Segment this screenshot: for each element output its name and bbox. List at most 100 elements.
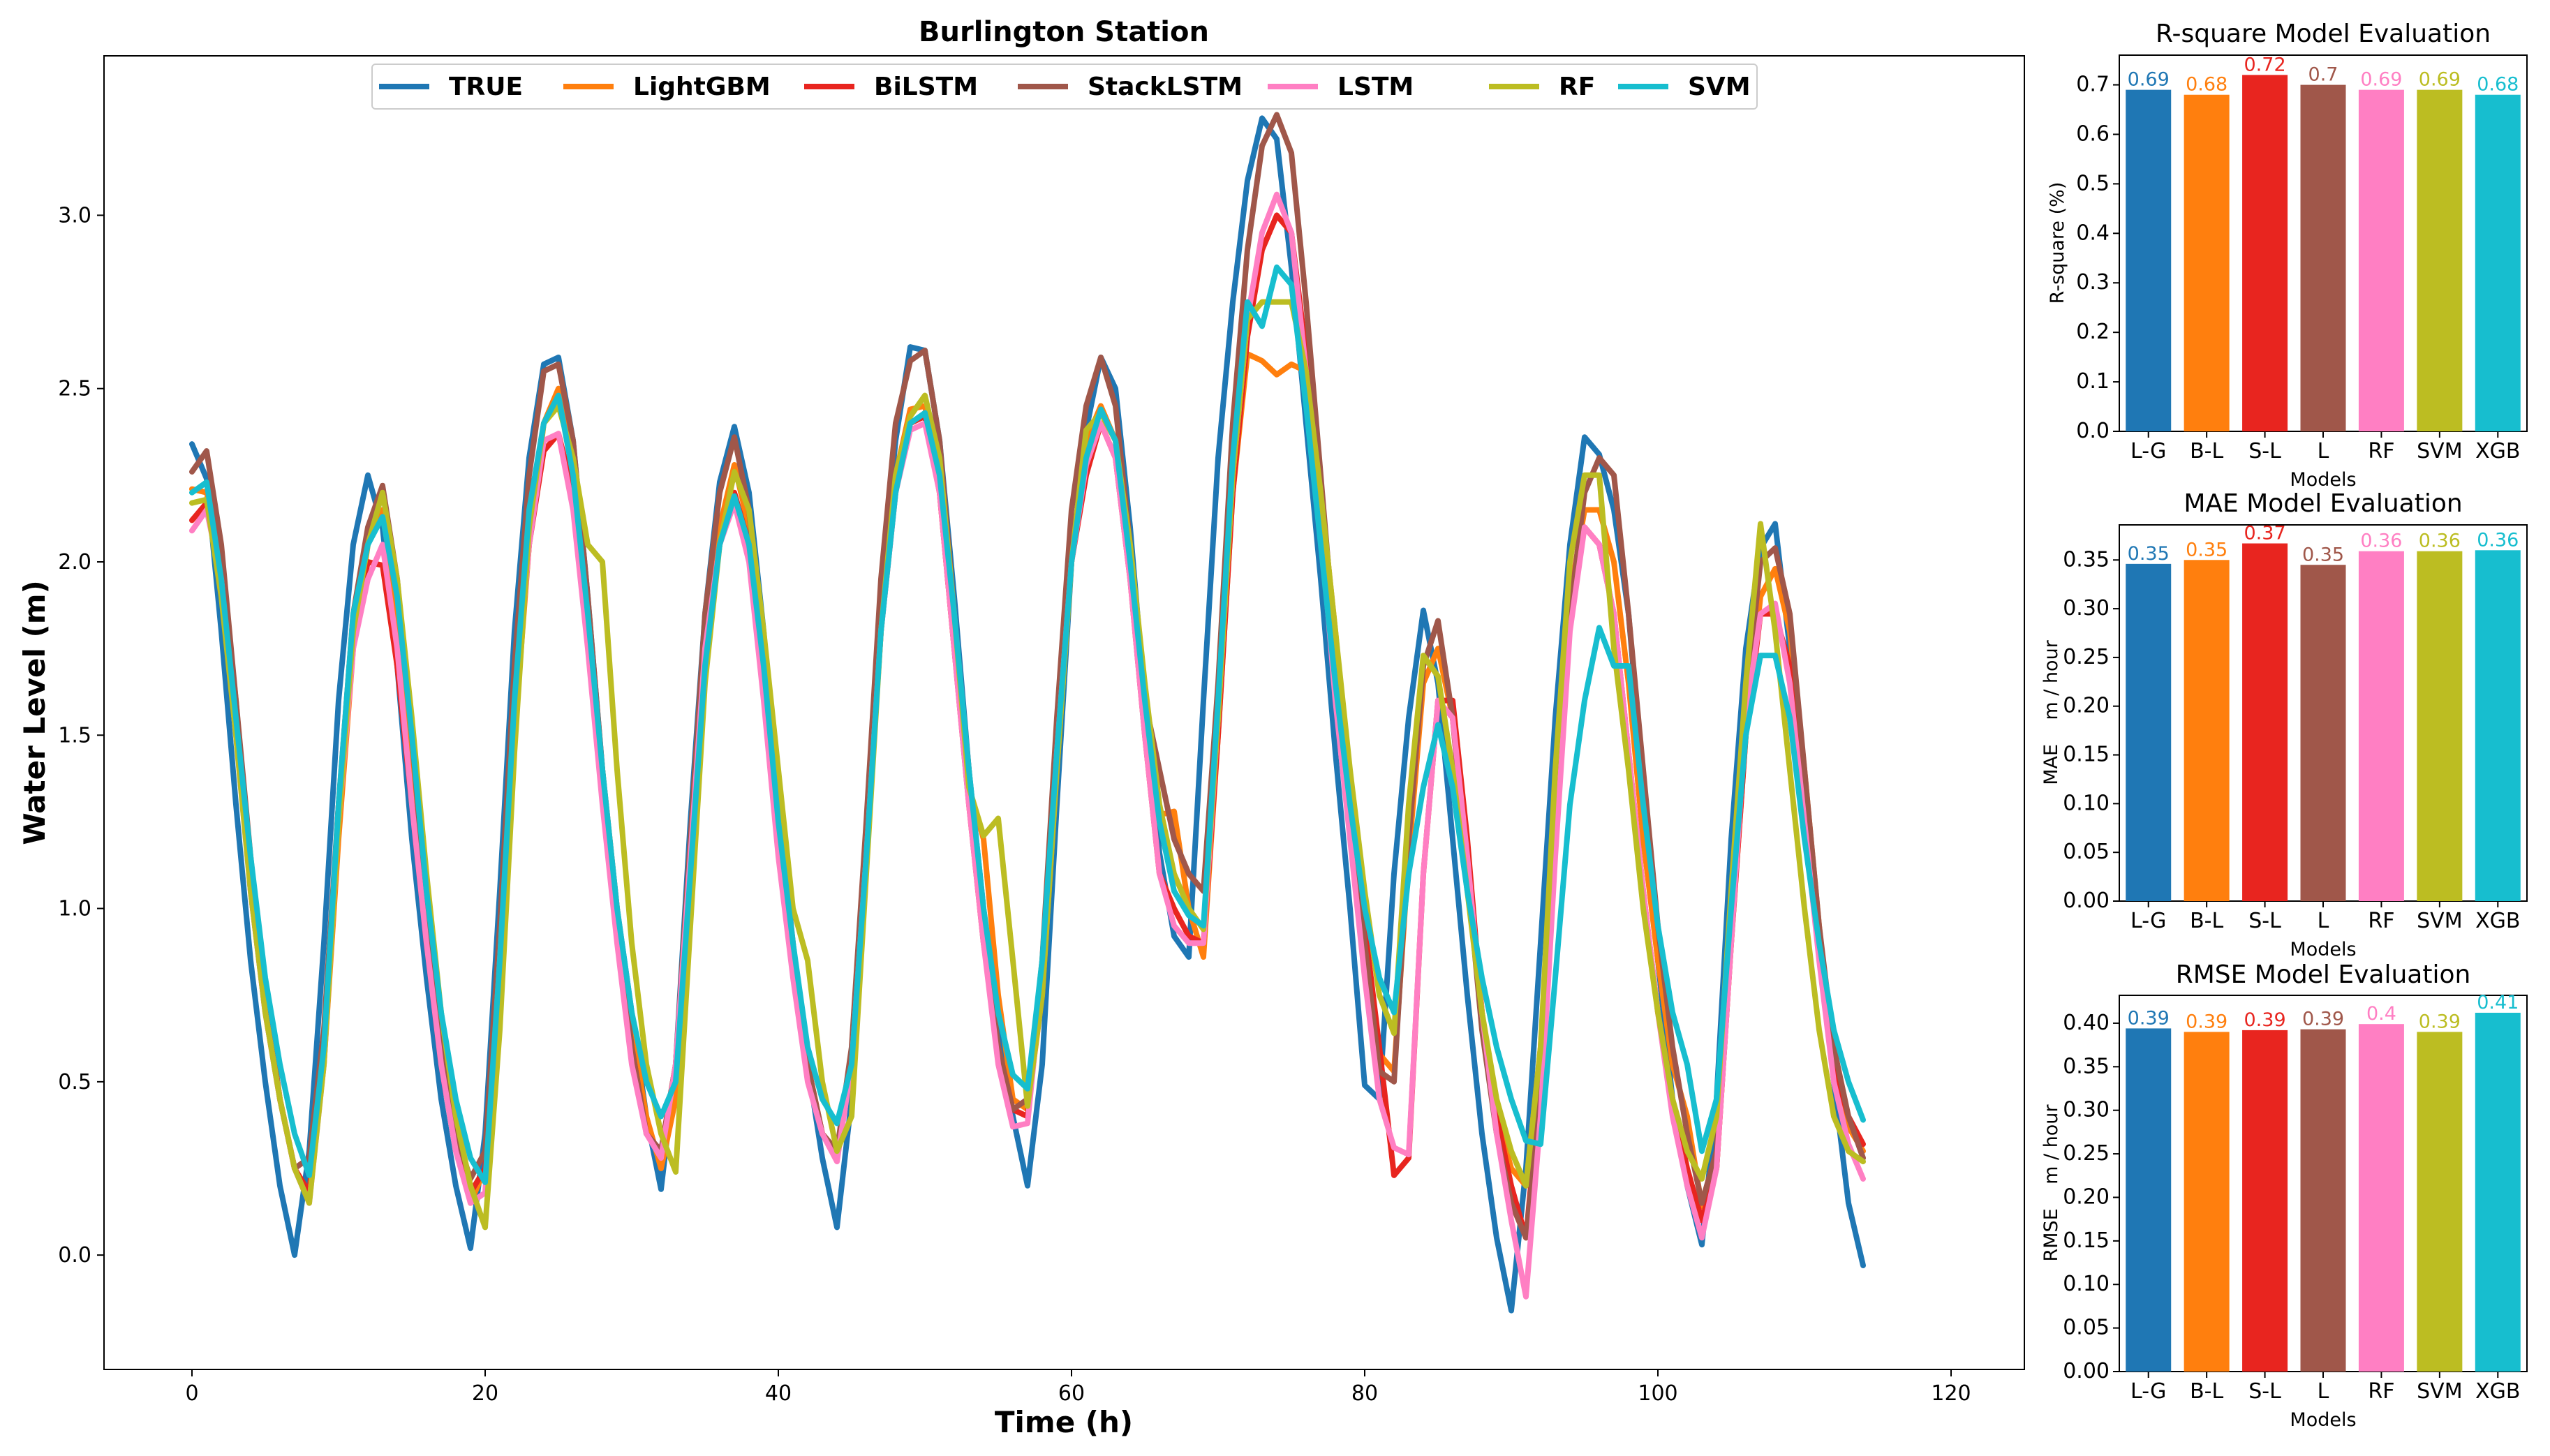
mae-chart-title: MAE Model Evaluation xyxy=(2184,489,2462,518)
bar-x-tick-label: S-L xyxy=(2248,1379,2281,1404)
bar-s-l xyxy=(2242,543,2288,901)
r-square-bars: 0.0 0.1 0.2 0.3 0.4 0.5 0.6 0.7 0.69 L-G 0.68 B-L 0.… xyxy=(2076,54,2521,463)
y-tick-label: 1.5 xyxy=(58,723,91,748)
bar-b-l xyxy=(2184,94,2230,431)
bar-y-tick-label: 0.00 xyxy=(2063,889,2110,913)
series-line-rf xyxy=(189,299,1866,1231)
bar-x-tick-label: L xyxy=(2318,909,2329,933)
bar-y-tick-label: 0.4 xyxy=(2076,221,2110,245)
r-square-x-label: Models xyxy=(2290,469,2356,491)
bar-value-label: 0.39 xyxy=(2186,1011,2227,1032)
bar-value-label: 0.69 xyxy=(2419,69,2461,91)
bar-value-label: 0.39 xyxy=(2244,1009,2286,1031)
y-axis: 0.0 0.5 1.0 1.5 2.0 2.5 3.0 xyxy=(58,203,104,1268)
bar-value-label: 0.72 xyxy=(2244,54,2286,75)
legend: TRUE LightGBM BiLSTM StackLSTM LSTM RF SVM xyxy=(371,64,1758,110)
bar-value-label: 0.36 xyxy=(2477,529,2519,551)
y-tick-label: 3.0 xyxy=(58,203,91,228)
series-line-svm xyxy=(189,264,1866,1185)
bar-x-tick-label: B-L xyxy=(2190,439,2223,463)
y-tick-label: 0.0 xyxy=(58,1243,91,1268)
bar-value-label: 0.35 xyxy=(2302,544,2344,565)
y-tick-label: 1.0 xyxy=(58,897,91,921)
x-axis: 0 20 40 60 80 100 120 xyxy=(185,1369,1971,1406)
x-tick-label: 100 xyxy=(1638,1381,1677,1406)
bar-s-l xyxy=(2242,1030,2288,1372)
bar-y-tick-label: 0.05 xyxy=(2063,1316,2110,1340)
bar-x-tick-label: B-L xyxy=(2190,909,2223,933)
bar-value-label: 0.68 xyxy=(2186,74,2227,96)
x-tick-label: 0 xyxy=(185,1381,198,1406)
bar-y-tick-label: 0.1 xyxy=(2076,369,2110,394)
y-tick-label: 2.0 xyxy=(58,550,91,574)
x-axis-label: Time (h) xyxy=(995,1405,1133,1439)
bar-x-tick-label: RF xyxy=(2368,1379,2394,1404)
bar-x-tick-label: SVM xyxy=(2417,1379,2462,1404)
bar-y-tick-label: 0.00 xyxy=(2063,1359,2110,1383)
bar-x-tick-label: L xyxy=(2318,1379,2329,1404)
bar-svm xyxy=(2417,89,2463,432)
line-plot-area xyxy=(103,55,2025,1370)
bar-y-tick-label: 0.20 xyxy=(2063,694,2110,718)
bar-y-tick-label: 0.35 xyxy=(2063,1054,2110,1078)
series-line-lstm xyxy=(189,191,1866,1300)
bar-x-tick-label: L-G xyxy=(2130,1379,2166,1404)
bar-value-label: 0.35 xyxy=(2128,543,2170,565)
y-axis-label: Water Level (m) xyxy=(17,580,52,845)
bar-value-label: 0.35 xyxy=(2186,539,2227,560)
x-tick-label: 60 xyxy=(1058,1381,1085,1406)
legend-label-rf: RF xyxy=(1559,73,1595,101)
legend-label-lstm: LSTM xyxy=(1337,73,1414,101)
bar-y-tick-label: 0.5 xyxy=(2076,171,2110,195)
bar-value-label: 0.36 xyxy=(2419,530,2461,552)
bar-value-label: 0.68 xyxy=(2477,74,2519,96)
bar-x-tick-label: L-G xyxy=(2130,439,2166,463)
bar-x-tick-label: SVM xyxy=(2417,439,2462,463)
bar-xgb xyxy=(2475,1012,2521,1372)
bar-b-l xyxy=(2184,1032,2230,1372)
bar-chart-r-square: R-square Model Evaluation 0.00.10.20.30.… xyxy=(2047,20,2528,491)
bar-l xyxy=(2300,1029,2346,1372)
bar-y-tick-label: 0.30 xyxy=(2063,1098,2110,1122)
bar-x-tick-label: XGB xyxy=(2475,1379,2520,1404)
bar-l-g xyxy=(2126,1028,2172,1372)
bar-l xyxy=(2300,84,2346,431)
bar-x-tick-label: L-G xyxy=(2130,909,2166,933)
mae-bars: 0.00 0.05 0.10 0.15 0.20 0.25 0.30 0.35 0.35 L-G 0… xyxy=(2063,523,2521,933)
bar-x-tick-label: L xyxy=(2318,439,2329,463)
bar-y-tick-label: 0.20 xyxy=(2063,1184,2110,1209)
bar-y-tick-label: 0.0 xyxy=(2076,419,2110,443)
bar-y-tick-label: 0.6 xyxy=(2076,121,2110,146)
bar-value-label: 0.41 xyxy=(2477,992,2519,1013)
x-tick-label: 120 xyxy=(1931,1381,1971,1406)
bar-l xyxy=(2300,565,2346,901)
bar-value-label: 0.37 xyxy=(2244,523,2286,544)
legend-label-stacklstm: StackLSTM xyxy=(1088,73,1243,101)
bar-x-tick-label: S-L xyxy=(2248,439,2281,463)
bar-l-g xyxy=(2126,89,2172,432)
bar-x-tick-label: SVM xyxy=(2417,909,2462,933)
bar-xgb xyxy=(2475,550,2521,901)
line-chart-title: Burlington Station xyxy=(919,16,1209,48)
rmse-y-label: RMSE m / hour xyxy=(2040,1104,2062,1262)
bar-x-tick-label: RF xyxy=(2368,909,2394,933)
legend-label-true: TRUE xyxy=(449,73,523,101)
bar-rf xyxy=(2358,89,2404,432)
bar-svm xyxy=(2417,551,2463,901)
bar-y-tick-label: 0.15 xyxy=(2063,743,2110,767)
series-line-true xyxy=(189,115,1866,1314)
legend-label-lightgbm: LightGBM xyxy=(633,73,771,101)
bar-x-tick-label: XGB xyxy=(2475,439,2520,463)
bar-y-tick-label: 0.15 xyxy=(2063,1228,2110,1253)
bar-value-label: 0.39 xyxy=(2419,1011,2461,1032)
line-chart-burlington: Burlington Station 0.0 0.5 1.0 1.5 2.0 2.5 3.0… xyxy=(17,16,2025,1439)
series-lines xyxy=(189,112,1866,1314)
bar-value-label: 0.69 xyxy=(2360,69,2402,91)
bar-y-tick-label: 0.7 xyxy=(2076,73,2110,97)
bar-y-tick-label: 0.35 xyxy=(2063,547,2110,572)
rmse-x-label: Models xyxy=(2290,1409,2356,1431)
bar-svm xyxy=(2417,1032,2463,1372)
bar-y-tick-label: 0.10 xyxy=(2063,791,2110,815)
mae-y-label: MAE m / hour xyxy=(2040,639,2062,785)
bar-rf xyxy=(2358,551,2404,901)
